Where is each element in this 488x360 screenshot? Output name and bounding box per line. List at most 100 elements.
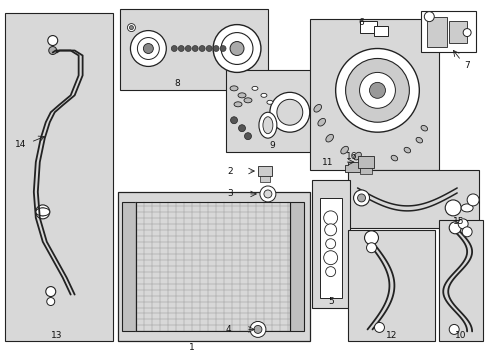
Bar xyxy=(122,202,136,332)
Circle shape xyxy=(213,45,219,51)
Ellipse shape xyxy=(36,208,50,216)
Ellipse shape xyxy=(460,204,472,212)
Circle shape xyxy=(264,190,271,198)
Bar xyxy=(374,26,387,36)
Circle shape xyxy=(324,224,336,236)
Ellipse shape xyxy=(420,125,427,131)
Ellipse shape xyxy=(244,98,251,103)
Circle shape xyxy=(39,208,47,216)
Text: 3: 3 xyxy=(227,189,232,198)
Bar xyxy=(421,11,475,53)
Circle shape xyxy=(323,211,337,225)
Circle shape xyxy=(185,45,191,51)
Text: 12: 12 xyxy=(385,331,396,340)
Circle shape xyxy=(448,222,460,234)
Text: 7: 7 xyxy=(463,61,469,70)
Ellipse shape xyxy=(313,104,321,112)
Bar xyxy=(347,230,434,341)
Circle shape xyxy=(129,26,133,30)
Circle shape xyxy=(323,251,337,265)
Text: 1: 1 xyxy=(189,343,195,352)
Circle shape xyxy=(374,323,384,332)
Circle shape xyxy=(325,239,335,249)
Circle shape xyxy=(229,41,244,55)
Text: 8: 8 xyxy=(174,79,180,88)
Circle shape xyxy=(171,45,177,51)
Circle shape xyxy=(253,325,262,333)
Circle shape xyxy=(461,227,471,237)
Ellipse shape xyxy=(415,138,422,143)
Circle shape xyxy=(276,99,302,125)
Circle shape xyxy=(137,37,159,59)
Circle shape xyxy=(448,324,458,334)
Circle shape xyxy=(213,24,261,72)
Ellipse shape xyxy=(390,155,397,161)
Text: 15: 15 xyxy=(452,217,464,226)
Bar xyxy=(225,71,333,152)
Text: 2: 2 xyxy=(227,167,232,176)
Ellipse shape xyxy=(340,146,348,154)
Bar xyxy=(359,168,371,174)
Ellipse shape xyxy=(325,134,333,142)
Bar xyxy=(258,166,271,176)
Circle shape xyxy=(462,28,470,37)
Bar xyxy=(359,21,377,32)
Circle shape xyxy=(424,12,433,22)
Ellipse shape xyxy=(234,102,242,107)
Bar xyxy=(427,17,447,46)
Bar xyxy=(289,202,303,332)
Circle shape xyxy=(199,45,205,51)
Text: 10: 10 xyxy=(454,331,466,340)
Circle shape xyxy=(244,133,251,140)
Ellipse shape xyxy=(353,152,361,160)
Text: 13: 13 xyxy=(51,331,62,340)
Circle shape xyxy=(325,267,335,276)
Bar xyxy=(120,9,267,90)
Ellipse shape xyxy=(261,93,266,97)
Circle shape xyxy=(353,190,369,206)
Circle shape xyxy=(143,44,153,54)
Ellipse shape xyxy=(259,112,276,138)
Circle shape xyxy=(127,24,135,32)
Bar xyxy=(5,13,112,341)
Circle shape xyxy=(366,243,376,253)
Circle shape xyxy=(230,117,237,124)
Text: 4: 4 xyxy=(225,325,230,334)
Text: 11: 11 xyxy=(321,158,333,167)
Ellipse shape xyxy=(317,118,325,126)
Bar xyxy=(438,220,482,341)
Bar xyxy=(448,21,466,42)
Text: 14: 14 xyxy=(15,140,26,149)
Circle shape xyxy=(335,49,419,132)
Text: 16: 16 xyxy=(345,152,357,161)
Circle shape xyxy=(345,58,408,122)
Circle shape xyxy=(457,219,467,229)
Bar xyxy=(357,156,373,168)
Circle shape xyxy=(238,125,245,132)
Circle shape xyxy=(359,72,395,108)
Circle shape xyxy=(220,45,225,51)
Text: 9: 9 xyxy=(268,141,274,150)
Circle shape xyxy=(49,46,57,54)
Ellipse shape xyxy=(229,86,238,91)
Circle shape xyxy=(260,186,275,202)
Bar xyxy=(347,170,478,228)
Bar xyxy=(309,19,438,170)
Circle shape xyxy=(206,45,212,51)
Bar xyxy=(118,192,309,341)
Ellipse shape xyxy=(403,147,410,153)
Bar xyxy=(311,180,349,307)
Circle shape xyxy=(466,194,478,206)
Bar xyxy=(319,198,341,298)
Circle shape xyxy=(249,321,265,337)
Ellipse shape xyxy=(266,100,272,104)
Ellipse shape xyxy=(238,93,245,98)
Circle shape xyxy=(47,298,55,306)
Ellipse shape xyxy=(251,86,258,90)
Polygon shape xyxy=(344,162,361,172)
Text: 6: 6 xyxy=(358,18,364,27)
Bar xyxy=(260,176,269,182)
Circle shape xyxy=(369,82,385,98)
Bar xyxy=(136,202,289,332)
Circle shape xyxy=(269,92,309,132)
